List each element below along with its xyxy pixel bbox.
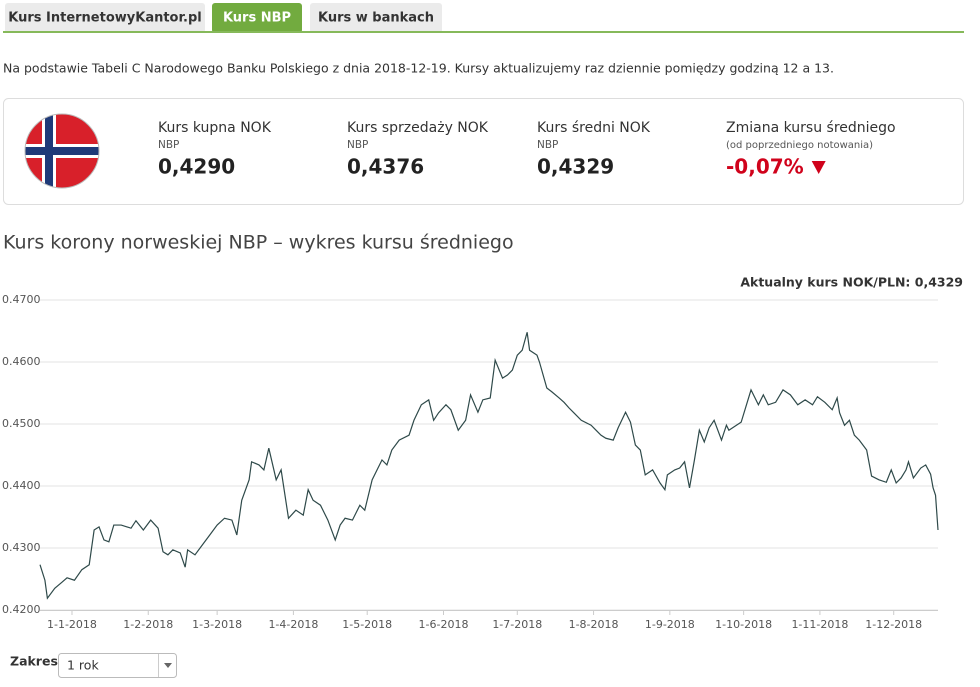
flag (24, 113, 100, 189)
x-tick-label: 1-1-2018 (47, 618, 97, 631)
x-tick-label: 1-11-2018 (791, 618, 848, 631)
rates: Kurs kupna NOK NBP 0,4290 Kurs sprzedaży NO… (158, 120, 896, 179)
y-tick-label: 0.4400 (2, 479, 41, 492)
y-tick-label: 0.4200 (2, 603, 41, 616)
tab-active[interactable] (212, 3, 302, 33)
line-series (39, 332, 939, 600)
y-tick-label: 0.4700 (2, 293, 41, 306)
down-arrow (811, 161, 826, 174)
current-rate: Aktualny kurs NOK/PLN: 0,4329 (740, 275, 963, 290)
x-tick-label: 1-12-2018 (865, 618, 922, 631)
tab[interactable] (5, 3, 205, 33)
range-selected[interactable]: 1 rok (67, 658, 99, 673)
info-text: Na podstawie Tabeli C Narodowego Banku P… (3, 61, 834, 76)
x-tick-label: 1-10-2018 (715, 618, 772, 631)
tab-label[interactable]: Kurs w bankach (318, 11, 434, 26)
rate-label: Kurs kupna NOK (158, 120, 272, 136)
tab-underline (3, 31, 964, 33)
rate-source: NBP (537, 139, 558, 151)
x-tick-label: 1-4-2018 (268, 618, 318, 631)
rate-source: NBP (158, 139, 179, 151)
rate-value: 0,4329 (537, 155, 614, 179)
x-tick-label: 1-7-2018 (492, 618, 542, 631)
rate-source: NBP (347, 139, 368, 151)
select-arrow[interactable] (164, 663, 172, 668)
rate-label: Zmiana kursu średniego (726, 120, 896, 136)
rates-card (3, 98, 964, 205)
y-tick-label: 0.4500 (2, 417, 41, 430)
tab-label[interactable]: Kurs InternetowyKantor.pl (8, 11, 202, 26)
rate-value: -0,07% (726, 155, 804, 179)
chart: 0.4200 0.4300 0.4400 0.4500 0.4600 0.4700 1-1-… (2, 293, 939, 631)
x-tick-label: 1-3-2018 (192, 618, 242, 631)
y-tick-label: 0.4300 (2, 541, 41, 554)
x-tick-label: 1-2-2018 (123, 618, 173, 631)
rate-source: (od poprzedniego notowania) (726, 140, 873, 151)
x-tick-label: 1-8-2018 (569, 618, 619, 631)
chart-title: Kurs korony norweskiej NBP – wykres kurs… (3, 232, 514, 254)
x-tick-label: 1-5-2018 (342, 618, 392, 631)
x-tick-label: 1-9-2018 (645, 618, 695, 631)
tab[interactable] (310, 3, 442, 33)
rate-label: Kurs sprzedaży NOK (347, 120, 489, 136)
rate-value: 0,4376 (347, 155, 424, 179)
tab-label[interactable]: Kurs NBP (223, 11, 291, 26)
x-tick-label: 1-6-2018 (419, 618, 469, 631)
y-tick-label: 0.4600 (2, 355, 41, 368)
rate-value: 0,4290 (158, 155, 235, 179)
rate-label: Kurs średni NOK (537, 120, 651, 136)
range-label: Zakres (10, 654, 58, 669)
range-select[interactable] (58, 653, 177, 678)
